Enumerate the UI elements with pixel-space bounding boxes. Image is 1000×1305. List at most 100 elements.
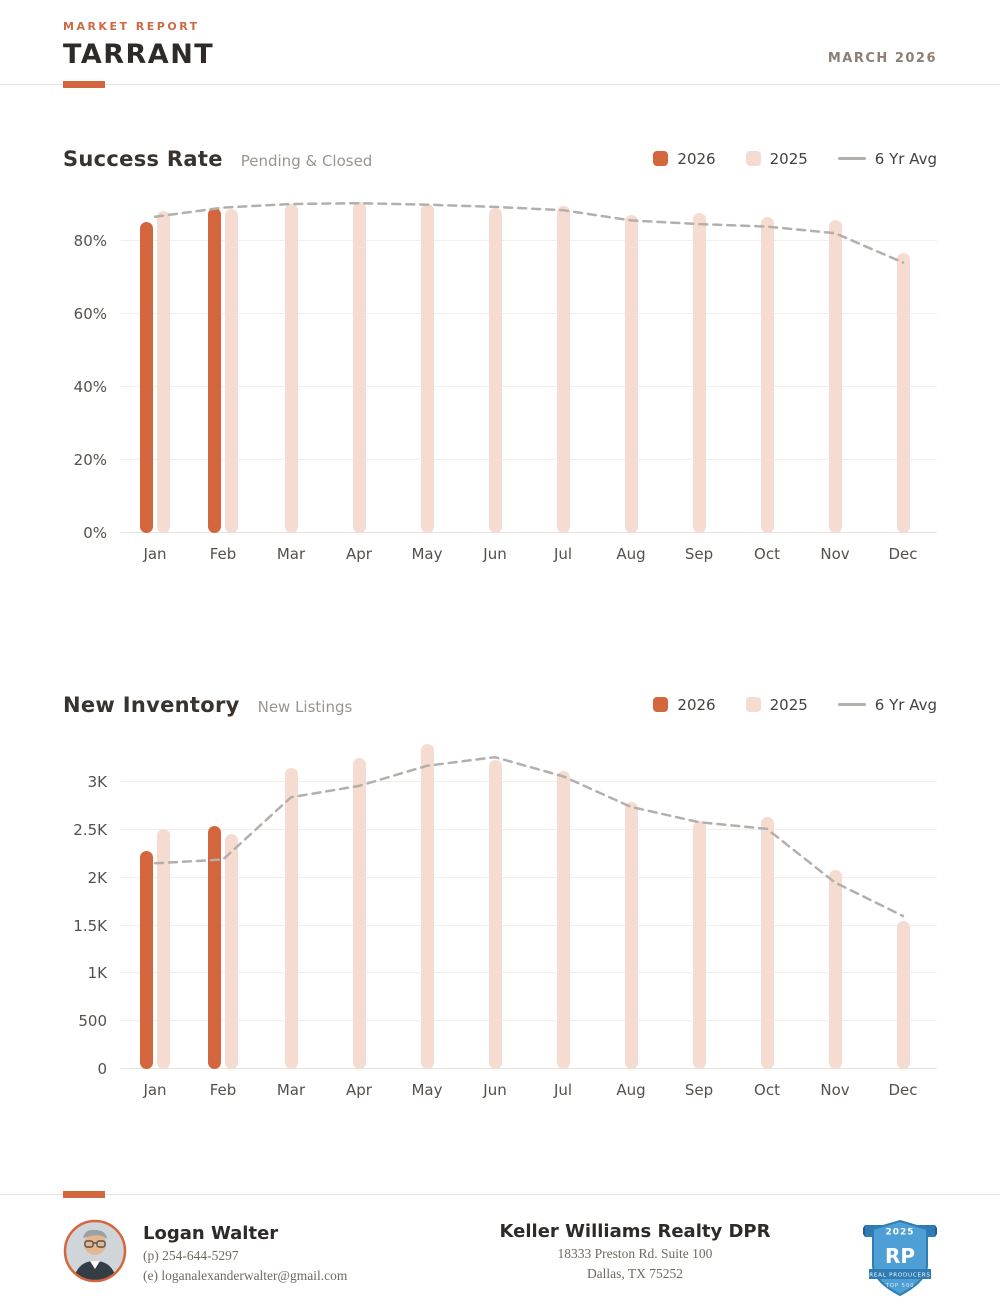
bar-group-nov: [801, 739, 869, 1069]
bar-group-may: [393, 739, 461, 1069]
y-axis-label: 80%: [73, 231, 107, 250]
new-inventory-plot: [121, 739, 937, 1069]
gridline: [121, 876, 937, 878]
bar-2025-jun: [488, 760, 502, 1069]
gridline: [121, 385, 937, 387]
bar-2025-oct: [760, 216, 774, 533]
bar-2025-may: [420, 743, 434, 1069]
bar-2026-feb: [208, 826, 221, 1069]
bar-group-jul: [529, 739, 597, 1069]
bar-group-aug: [597, 193, 665, 533]
chart-title-new-inventory: New Inventory: [63, 693, 240, 717]
legend-swatch-2026-icon: [653, 151, 669, 166]
bar-2025-oct: [760, 817, 774, 1069]
legend-swatch-2025-icon: [745, 697, 761, 712]
x-axis-label: Nov: [820, 1081, 850, 1099]
bar-2025-mar: [284, 203, 298, 533]
gridline: [121, 458, 937, 460]
legend-item-6yr-avg: 6 Yr Avg: [837, 149, 937, 168]
gridline: [121, 532, 937, 533]
bar-2025-jul: [556, 205, 570, 533]
x-axis-label: Jan: [143, 1081, 167, 1099]
gridline: [121, 1020, 937, 1022]
x-axis-label: Oct: [754, 1081, 780, 1099]
x-axis-label: Mar: [276, 1081, 306, 1099]
x-axis-label: Apr: [346, 545, 372, 563]
bar-2025-apr: [352, 202, 366, 533]
badge-label: REAL PRODUCERS: [869, 1273, 930, 1279]
success-rate-plot: [121, 193, 937, 533]
legend-label-6yr-avg: 6 Yr Avg: [874, 149, 937, 168]
report-date: MARCH 2026: [827, 51, 937, 66]
y-axis-label: 500: [78, 1012, 107, 1031]
chart-subtitle-new-inventory: New Listings: [257, 698, 353, 716]
bar-group-mar: [257, 739, 325, 1069]
x-axis-label: Nov: [820, 545, 850, 563]
x-axis-label: Jul: [553, 545, 573, 563]
bar-group-apr: [325, 739, 393, 1069]
bar-2026-feb: [208, 207, 221, 533]
bar-group-dec: [869, 739, 937, 1069]
legend-label-2025: 2025: [769, 149, 808, 168]
y-axis-label: 20%: [73, 450, 107, 469]
legend-label-2026: 2026: [677, 149, 716, 168]
bar-2025-dec: [896, 253, 910, 533]
agent-name: Logan Walter: [143, 1223, 279, 1244]
legend-avg-line-icon: [837, 157, 866, 160]
bar-2025-feb: [225, 833, 238, 1069]
6yr-avg-line: [153, 755, 905, 918]
badge-sub: TOP 500: [885, 1283, 915, 1289]
bar-group-may: [393, 193, 461, 533]
new-inventory-section: New Inventory New Listings 2026 2025 6 Y…: [63, 693, 937, 1099]
award-badge: 2025 RP REAL PRODUCERS TOP 500: [847, 1219, 937, 1305]
bar-group-jan: [121, 739, 189, 1069]
bar-group-apr: [325, 193, 393, 533]
bar-group-sep: [665, 739, 733, 1069]
bar-2025-jan: [157, 211, 170, 533]
legend: 2026 2025 6 Yr Avg: [653, 696, 937, 714]
x-axis-label: Apr: [346, 1081, 372, 1099]
y-axis: 0% 20% 40% 60% 80%: [63, 193, 121, 542]
bar-2025-apr: [352, 758, 366, 1069]
y-axis-label: 3K: [87, 773, 107, 792]
x-axis-label: May: [411, 1081, 443, 1099]
x-axis-label: Oct: [754, 545, 780, 563]
bar-group-sep: [665, 193, 733, 533]
report-header: MARKET REPORT TARRANT MARCH 2026: [0, 0, 1000, 88]
bar-group-feb: [189, 193, 257, 533]
bar-2025-aug: [624, 214, 638, 533]
x-axis-label: Sep: [684, 1081, 714, 1099]
bar-2025-sep: [692, 213, 706, 533]
legend-avg-line-icon: [837, 703, 866, 706]
bar-2025-nov: [828, 870, 842, 1069]
bar-group-nov: [801, 193, 869, 533]
legend-item-2026: 2026: [653, 149, 716, 168]
x-axis-label: Dec: [888, 1081, 918, 1099]
header-divider: [0, 81, 1000, 88]
office-address-line1: 18333 Preston Rd. Suite 100: [557, 1246, 713, 1261]
x-axis-label: Mar: [276, 545, 306, 563]
badge-initials: RP: [885, 1244, 915, 1268]
y-axis-label: 2K: [87, 868, 107, 887]
6yr-avg-line: [153, 201, 905, 264]
header-accent-bar: [63, 81, 105, 88]
y-axis: 0 500 1K 1.5K 2K 2.5K 3K: [63, 739, 121, 1078]
bar-group-aug: [597, 739, 665, 1069]
footer-divider: [0, 1191, 1000, 1198]
bar-2025-nov: [828, 220, 842, 533]
bar-2025-jan: [157, 828, 170, 1069]
y-axis-label: 1.5K: [73, 916, 107, 935]
x-axis-label: Aug: [616, 1081, 646, 1099]
x-axis-label: Jun: [483, 545, 507, 563]
bar-group-jan: [121, 193, 189, 533]
legend-label-2026: 2026: [677, 695, 716, 714]
success-rate-section: Success Rate Pending & Closed 2026 2025 …: [63, 147, 937, 563]
gridline: [121, 1068, 937, 1069]
x-axis-label: Jan: [143, 545, 167, 563]
x-axis: Jan Feb Mar Apr May Jun Jul Aug Sep Oct Nov Dec: [121, 545, 937, 563]
bar-group-jul: [529, 193, 597, 533]
y-axis-label: 40%: [73, 377, 107, 396]
legend-swatch-2026-icon: [653, 697, 669, 712]
bar-2025-dec: [896, 920, 910, 1069]
bar-2026-jan: [140, 222, 153, 533]
